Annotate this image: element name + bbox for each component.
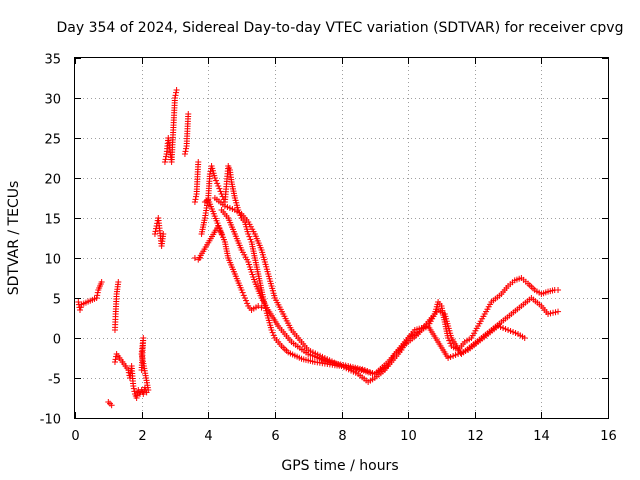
data-point: [240, 292, 247, 299]
chart-title: Day 354 of 2024, Sidereal Day-to-day VTE…: [57, 20, 624, 36]
series-rise: [151, 87, 203, 261]
data-point: [215, 183, 222, 189]
data-point: [237, 212, 244, 219]
data-point: [162, 156, 169, 163]
y-tick-label: 5: [53, 293, 61, 308]
data-point: [217, 188, 224, 195]
data-point: [130, 385, 137, 392]
x-tick-label: 8: [338, 429, 346, 444]
data-point: [185, 111, 192, 117]
x-tick-label: 2: [138, 429, 146, 444]
x-tick-label: 0: [71, 429, 79, 444]
data-point: [215, 223, 222, 229]
data-point: [138, 367, 145, 373]
data-point: [152, 228, 159, 235]
data-point: [181, 151, 188, 157]
data-point: [217, 228, 224, 235]
data-point: [108, 402, 115, 409]
data-point: [94, 289, 101, 296]
data-point: [94, 292, 101, 299]
data-point: [161, 159, 168, 165]
series-early-a: [75, 279, 122, 409]
grid: [75, 58, 608, 418]
data-point: [245, 231, 252, 237]
data-point: [270, 332, 277, 339]
data-point: [75, 299, 82, 305]
data-point: [171, 95, 178, 101]
data-point: [182, 148, 189, 155]
x-axis-label: GPS time / hours: [281, 458, 398, 474]
data-point: [255, 303, 262, 309]
data-point: [160, 231, 167, 237]
data-point: [521, 335, 528, 341]
y-tick-label: 35: [44, 53, 61, 68]
x-tick-label: 4: [204, 429, 212, 444]
data-point: [195, 159, 202, 165]
data-point: [98, 279, 105, 285]
data-point: [243, 297, 250, 304]
data-point: [77, 304, 84, 311]
y-tick-label: 20: [44, 173, 61, 188]
data-point: [238, 287, 245, 293]
x-tick-label: 12: [467, 429, 484, 444]
y-tick-label: 10: [44, 253, 61, 268]
y-tick-label: 30: [44, 93, 61, 108]
data-point: [183, 145, 190, 152]
data-point: [206, 171, 213, 177]
data-point: [555, 308, 562, 315]
data-point: [111, 359, 118, 365]
y-tick-label: -10: [40, 413, 61, 428]
data-point: [214, 180, 221, 187]
data-point: [115, 279, 122, 285]
data-point: [447, 340, 454, 347]
data-point: [151, 231, 158, 237]
x-tick-label: 6: [271, 429, 279, 444]
data-point: [130, 383, 137, 389]
series-early-b: [111, 335, 152, 401]
data-point: [258, 304, 265, 311]
data-point: [211, 175, 218, 181]
data-point: [133, 395, 140, 401]
data-point: [191, 199, 198, 205]
x-tick-label: 16: [600, 429, 617, 444]
data-point: [173, 89, 180, 96]
y-tick-label: 0: [53, 333, 61, 348]
data-point: [213, 177, 220, 184]
data-point: [76, 307, 83, 313]
data-point: [244, 300, 251, 307]
data-point: [173, 87, 180, 93]
data-point: [131, 388, 138, 395]
data-point: [112, 356, 119, 363]
data-point: [216, 185, 223, 192]
x-tick-label: 10: [400, 429, 417, 444]
data-point: [247, 236, 254, 243]
plot-frame: [74, 57, 609, 419]
data-point: [218, 231, 225, 237]
x-tick-label: 14: [533, 429, 550, 444]
data-points: [75, 87, 562, 409]
data-point: [241, 295, 248, 301]
axis-ticks: 0 2 4 6 8 10 12 14 16 -10 -5 0 5 10 15 20 25 30 35: [40, 53, 617, 445]
data-point: [172, 92, 179, 99]
y-tick-label: -5: [48, 373, 61, 388]
data-point: [555, 287, 562, 293]
data-point: [216, 225, 223, 232]
data-point: [134, 392, 141, 399]
y-tick-label: 25: [44, 133, 61, 148]
data-point: [239, 289, 246, 296]
y-axis-label: SDTVAR / TECUs: [6, 181, 22, 296]
series-main: [198, 163, 562, 377]
data-point: [93, 295, 100, 301]
data-point: [269, 329, 276, 336]
data-point: [268, 327, 275, 333]
y-tick-label: 15: [44, 213, 61, 228]
data-point: [193, 193, 200, 200]
series-third: [218, 207, 528, 377]
series-drops: [191, 196, 265, 313]
data-point: [163, 153, 170, 160]
data-point: [246, 233, 253, 240]
data-point: [192, 196, 199, 203]
